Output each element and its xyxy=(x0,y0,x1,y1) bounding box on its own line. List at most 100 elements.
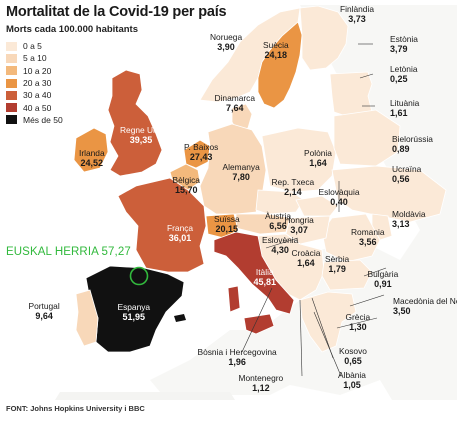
country-name: Irlanda xyxy=(79,148,105,158)
leader-lines xyxy=(241,43,387,377)
country-label: Alemanya 7,80 xyxy=(223,162,260,182)
country-label: Suïssa 20,15 xyxy=(214,214,240,234)
country-label: Romania 3,56 xyxy=(351,227,385,247)
country-germany xyxy=(199,123,267,215)
legend-swatch xyxy=(6,41,17,51)
country-value: 1,64 xyxy=(297,258,315,268)
country-label: Itàlia 45,81 xyxy=(254,267,277,287)
country-name: Finlàndia xyxy=(340,4,374,14)
page-title: Mortalitat de la Covid-19 per país xyxy=(6,4,227,20)
country-value: 24,18 xyxy=(264,50,288,60)
country-label: Finlàndia 3,73 xyxy=(340,4,374,24)
country-label: Bòsnia i Hercegovina 1,96 xyxy=(198,347,277,367)
country-value: 1,64 xyxy=(309,158,327,168)
country-value: 3,73 xyxy=(348,14,366,24)
country-label: Dinamarca 7,64 xyxy=(215,93,256,113)
country-value: 1,61 xyxy=(390,108,408,118)
country-value: 6,56 xyxy=(269,221,287,231)
country-label: Estònia 3,79 xyxy=(390,34,418,54)
country-italy xyxy=(213,231,295,315)
country-value: 3,50 xyxy=(393,306,411,316)
country-label: Macedònia del Nord3,50 xyxy=(393,296,457,316)
country-name: Estònia xyxy=(390,34,418,44)
country-name: Kosovo xyxy=(339,346,367,356)
legend-swatch xyxy=(6,103,17,113)
country-value: 0,25 xyxy=(390,74,408,84)
country-sweden xyxy=(257,21,303,109)
country-value: 1,05 xyxy=(343,380,361,390)
legend-item: Més de 50 xyxy=(6,114,63,126)
legend-label: 0 a 5 xyxy=(23,41,42,52)
country-name: Dinamarca xyxy=(214,93,256,103)
country-value: 27,43 xyxy=(189,152,213,162)
country-label: Montenegro 1,12 xyxy=(239,373,284,393)
country-name: Bulgària xyxy=(367,269,399,279)
legend-swatch xyxy=(6,66,17,76)
legend-label: 20 a 30 xyxy=(23,78,52,89)
legend-swatch xyxy=(6,90,17,100)
country-name: Eslovàquia xyxy=(318,187,360,197)
country-finland xyxy=(299,5,349,71)
country-name: Itàlia xyxy=(255,267,274,277)
country-sicily xyxy=(243,313,275,335)
country-value: 1,96 xyxy=(228,357,246,367)
euskal-herria-marker xyxy=(129,266,149,286)
country-belarus xyxy=(333,109,401,167)
country-label: Bèlgica 15,70 xyxy=(173,175,200,195)
country-label: Bielorússia 0,89 xyxy=(392,134,433,154)
country-balearics xyxy=(174,314,186,322)
country-label: Letònia 0,25 xyxy=(390,64,417,84)
source-note: FONT: Johns Hopkins University i BBC xyxy=(6,404,145,413)
country-hungary xyxy=(285,215,331,245)
country-value: 3,56 xyxy=(359,237,377,247)
country-name: Suïssa xyxy=(214,214,240,224)
country-name: Romania xyxy=(351,227,385,237)
country-value: 1,79 xyxy=(328,264,346,274)
country-value: 3,13 xyxy=(392,219,410,229)
country-greece xyxy=(299,291,357,353)
country-france xyxy=(117,177,207,273)
country-label: Ucraïna 0,56 xyxy=(392,164,421,184)
country-value: 24,52 xyxy=(80,158,104,168)
country-slovakia xyxy=(295,195,339,217)
country-name: Eslovènia xyxy=(262,235,299,245)
country-value: 2,14 xyxy=(284,187,302,197)
country-name: Alemanya xyxy=(222,162,260,172)
country-name: Montenegro xyxy=(238,373,284,383)
country-name: Macedònia del Nord xyxy=(393,296,457,306)
country-name: Moldàvia xyxy=(392,209,426,219)
country-name: Suècia xyxy=(263,40,289,50)
legend-label: Més de 50 xyxy=(23,114,63,125)
country-denmark xyxy=(231,103,253,133)
legend-label: 30 a 40 xyxy=(23,90,52,101)
country-name: Croàcia xyxy=(291,248,321,258)
country-value: 39,35 xyxy=(129,135,153,145)
country-label: Moldàvia 3,13 xyxy=(392,209,426,229)
country-value: 15,70 xyxy=(174,185,198,195)
country-ireland xyxy=(73,127,109,173)
country-label: Sèrbia 1,79 xyxy=(325,254,349,274)
country-label: Hongria 3,07 xyxy=(285,215,314,235)
country-uk xyxy=(107,69,163,177)
country-name: Hongria xyxy=(284,215,314,225)
legend-label: 40 a 50 xyxy=(23,102,52,113)
country-label: Espanya 51,95 xyxy=(118,302,151,322)
country-name: Lituània xyxy=(390,98,420,108)
country-poland xyxy=(261,127,337,193)
country-value: 0,40 xyxy=(330,197,348,207)
country-value: 7,64 xyxy=(225,103,244,113)
legend-swatch xyxy=(6,53,17,63)
country-label: Lituània 1,61 xyxy=(390,98,419,118)
country-sardinia xyxy=(227,285,241,313)
country-label: Grècia 1,30 xyxy=(346,312,371,332)
country-name: Àustria xyxy=(265,211,292,221)
country-label: Rep. Txeca 2,14 xyxy=(272,177,315,197)
country-label: Irlanda 24,52 xyxy=(79,148,105,168)
country-label: Portugal 9,64 xyxy=(29,301,60,321)
country-name: Ucraïna xyxy=(392,164,422,174)
country-label: Croàcia 1,64 xyxy=(292,248,321,268)
country-value: 0,56 xyxy=(392,174,410,184)
legend-item: 0 a 5 xyxy=(6,40,63,52)
